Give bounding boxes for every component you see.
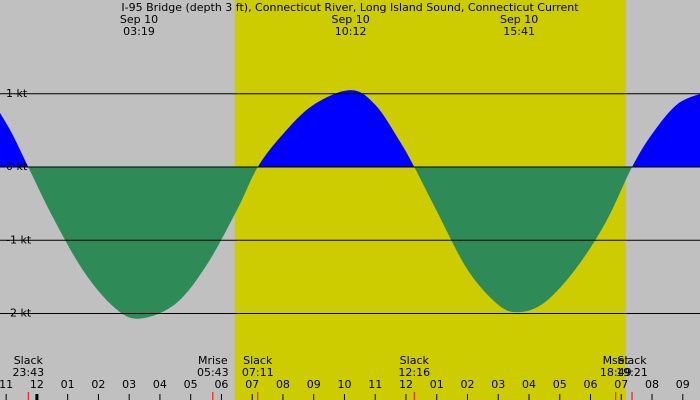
y-tick-label: 0 kt: [6, 160, 28, 173]
x-tick-label: 12: [30, 378, 44, 391]
x-tick-label: 01: [430, 378, 444, 391]
x-tick-label: 03: [122, 378, 136, 391]
x-tick-label: 08: [276, 378, 290, 391]
chart-title: I-95 Bridge (depth 3 ft), Connecticut Ri…: [121, 1, 579, 14]
annotation-date: Sep 10: [331, 13, 369, 26]
annotation-time: 15:41: [503, 25, 535, 38]
annotation-date: Sep 10: [120, 13, 158, 26]
event-time: 19:21: [616, 366, 648, 379]
x-tick-label: 04: [522, 378, 536, 391]
x-tick-label: 11: [368, 378, 382, 391]
event-time: 18:49: [600, 366, 632, 379]
y-tick-label: 1 kt: [6, 87, 28, 100]
x-tick-label: 12: [399, 378, 413, 391]
annotation-time: 10:12: [335, 25, 367, 38]
event-time: 12:16: [398, 366, 430, 379]
flood-area: [0, 90, 700, 168]
event-time: 23:43: [12, 366, 44, 379]
event-time: 07:11: [242, 366, 274, 379]
x-tick-label: 09: [307, 378, 321, 391]
x-tick-label: 05: [553, 378, 567, 391]
x-tick-label: 04: [153, 378, 167, 391]
event-label: Slack: [400, 354, 430, 367]
x-tick-label: 02: [460, 378, 474, 391]
x-tick-label: 01: [61, 378, 75, 391]
event-label: Slack: [14, 354, 44, 367]
x-tick-label: 07: [245, 378, 259, 391]
x-tick-label: 09: [676, 378, 690, 391]
event-time: 05:43: [197, 366, 229, 379]
ebb-area: [0, 167, 700, 319]
annotation-date: Sep 10: [500, 13, 538, 26]
x-tick-label: 08: [645, 378, 659, 391]
x-tick-label: 07: [614, 378, 628, 391]
x-tick-label: 06: [214, 378, 228, 391]
y-tick-label: -1 kt: [6, 233, 32, 246]
event-label: Mset: [603, 354, 630, 367]
event-label: Mrise: [198, 354, 228, 367]
x-tick-label: 11: [0, 378, 13, 391]
annotation-time: 03:19: [123, 25, 155, 38]
x-tick-label: 05: [184, 378, 198, 391]
y-tick-label: -2 kt: [6, 307, 32, 320]
x-tick-label: 06: [584, 378, 598, 391]
x-tick-label: 10: [337, 378, 351, 391]
x-tick-label: 02: [91, 378, 105, 391]
event-label: Slack: [617, 354, 647, 367]
event-label: Slack: [243, 354, 273, 367]
x-tick-label: 03: [491, 378, 505, 391]
